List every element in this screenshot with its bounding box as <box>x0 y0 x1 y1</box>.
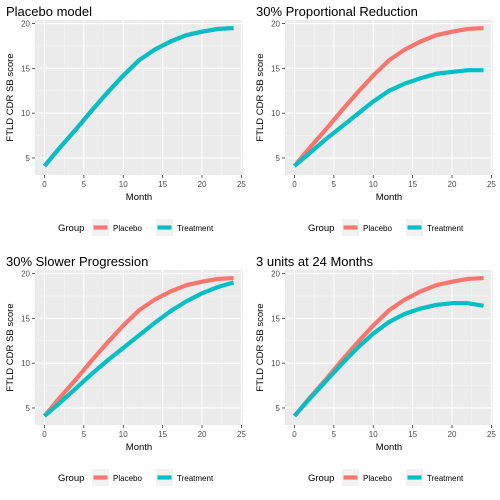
chart-title: Placebo model <box>6 4 92 19</box>
x-tick-label: 5 <box>332 430 337 439</box>
legend-label: Treatment <box>427 224 464 233</box>
legend-label: Treatment <box>177 224 214 233</box>
x-tick-label: 0 <box>42 180 47 189</box>
x-tick-label: 10 <box>119 180 128 189</box>
plot-background <box>35 20 243 175</box>
y-tick-label: 20 <box>21 270 30 279</box>
series-line-placebo <box>292 25 484 168</box>
legend-label: Placebo <box>363 224 392 233</box>
legend: Group Placebo Treatment <box>308 219 464 236</box>
x-tick-label: 10 <box>369 180 378 189</box>
legend-label: Treatment <box>177 474 214 483</box>
y-axis-title: FTLD CDR SB score <box>5 53 16 141</box>
x-axis-title: Month <box>376 442 402 453</box>
y-axis-title: FTLD CDR SB score <box>255 303 266 391</box>
x-tick-label: 5 <box>332 180 337 189</box>
chart-title: 30% Slower Progression <box>6 254 148 269</box>
chart-panel-2: 30% Proportional Reduction 0 5 10 15 20 25 5 10 1… <box>255 4 496 236</box>
y-tick-label: 20 <box>21 20 30 29</box>
x-tick-label: 15 <box>408 430 417 439</box>
y-tick-label: 15 <box>21 314 30 323</box>
y-tick-label: 10 <box>271 359 280 368</box>
series-line-treatment <box>292 301 484 418</box>
x-axis-title: Month <box>126 192 152 203</box>
chart-title: 30% Proportional Reduction <box>256 4 418 19</box>
plot-background <box>285 20 493 175</box>
chart-title: 3 units at 24 Months <box>256 254 374 269</box>
y-axis-title: FTLD CDR SB score <box>5 303 16 391</box>
x-tick-label: 15 <box>408 180 417 189</box>
x-tick-label: 15 <box>158 180 167 189</box>
legend-label: Placebo <box>363 474 392 483</box>
legend-title: Group <box>308 473 334 484</box>
y-tick-label: 10 <box>21 109 30 118</box>
legend-label: Placebo <box>113 474 142 483</box>
x-tick-label: 25 <box>237 180 246 189</box>
series-line-treatment <box>43 280 235 418</box>
legend: Group Placebo Treatment <box>58 469 214 486</box>
x-tick-label: 10 <box>369 430 378 439</box>
y-tick-label: 5 <box>26 154 31 163</box>
chart-panel-4: 3 units at 24 Months 0 5 10 15 20 25 5 10 15 20 Mon… <box>255 254 496 486</box>
x-tick-label: 15 <box>158 430 167 439</box>
y-tick-label: 5 <box>276 154 281 163</box>
x-tick-label: 10 <box>119 430 128 439</box>
chart-panel-1: Placebo model 0 5 10 15 20 25 5 10 15 20 Month FTLD … <box>5 4 246 236</box>
y-tick-label: 5 <box>276 404 281 413</box>
y-tick-label: 20 <box>271 20 280 29</box>
x-tick-label: 20 <box>198 430 207 439</box>
x-tick-label: 25 <box>237 430 246 439</box>
y-tick-label: 10 <box>21 359 30 368</box>
y-tick-label: 15 <box>271 64 280 73</box>
x-tick-label: 5 <box>82 180 87 189</box>
x-tick-label: 20 <box>448 430 457 439</box>
x-tick-label: 0 <box>292 430 297 439</box>
legend: Group Placebo Treatment <box>308 469 464 486</box>
x-axis-title: Month <box>376 192 402 203</box>
x-tick-label: 0 <box>292 180 297 189</box>
y-tick-label: 5 <box>26 404 31 413</box>
x-tick-label: 25 <box>487 430 496 439</box>
x-tick-label: 20 <box>198 180 207 189</box>
y-tick-label: 10 <box>271 109 280 118</box>
x-axis-title: Month <box>126 442 152 453</box>
y-axis-title: FTLD CDR SB score <box>255 53 266 141</box>
x-tick-label: 20 <box>448 180 457 189</box>
legend-label: Treatment <box>427 474 464 483</box>
series-line-treatment <box>293 68 484 168</box>
legend-title: Group <box>58 223 84 234</box>
x-tick-label: 25 <box>487 180 496 189</box>
y-tick-label: 15 <box>21 64 30 73</box>
plot-background <box>35 270 243 425</box>
plot-background <box>285 270 493 425</box>
legend-title: Group <box>58 473 84 484</box>
series-line-treatment <box>42 25 234 168</box>
legend-label: Placebo <box>113 224 142 233</box>
y-tick-label: 20 <box>271 270 280 279</box>
legend-title: Group <box>308 223 334 234</box>
x-tick-label: 0 <box>42 430 47 439</box>
x-tick-label: 5 <box>82 430 87 439</box>
legend: Group Placebo Treatment <box>58 219 214 236</box>
series-line-placebo <box>42 275 234 418</box>
y-tick-label: 15 <box>271 314 280 323</box>
chart-panel-3: 30% Slower Progression 0 5 10 15 20 25 5 10 15 20 M… <box>5 254 246 486</box>
